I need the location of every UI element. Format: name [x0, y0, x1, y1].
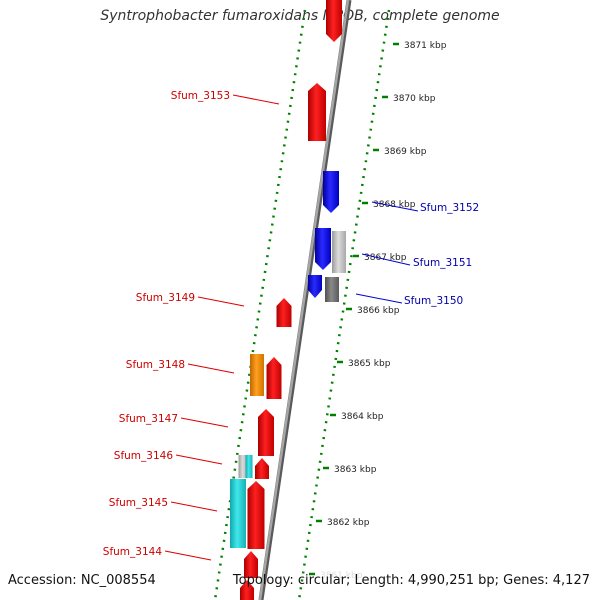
scale-tick-label: 3865 kbp — [348, 359, 391, 369]
gene-label-connector — [232, 94, 280, 105]
gene-label-connector — [164, 550, 212, 561]
scale-tick-label: 3864 kbp — [341, 412, 384, 422]
gene-label-connector — [187, 363, 235, 374]
gene-label-sfum-3150[interactable]: Sfum_3150 — [404, 295, 463, 307]
gene-label-sfum-3153[interactable]: Sfum_3153 — [171, 90, 230, 102]
scale-tick-label: 3861 kbp — [320, 571, 363, 581]
scale-tick-label: 3866 kbp — [357, 306, 400, 316]
gene-label-sfum-3146[interactable]: Sfum_3146 — [114, 450, 174, 462]
gene-arrow-sfum-3149[interactable] — [276, 298, 292, 327]
gene-arrow-sfum-3146[interactable] — [255, 458, 269, 479]
gene-label-sfum-3151[interactable]: Sfum_3151 — [413, 257, 472, 269]
gene-label-sfum-3152[interactable]: Sfum_3152 — [420, 202, 479, 214]
outer-dotted-track — [297, 9, 391, 600]
gene-arrow-top[interactable] — [326, 0, 342, 42]
gene-arrow-sfum-3147[interactable] — [258, 409, 274, 456]
scale-ticks: 3871 kbp 3870 kbp 3869 kbp 3868 kbp 3867 kbp… — [309, 41, 447, 581]
gene-label-connector — [197, 296, 245, 307]
feature-gray-sfum-3151[interactable] — [332, 231, 346, 273]
gene-label-connector — [361, 253, 411, 266]
gene-label-connector — [180, 417, 229, 428]
scale-tick-label: 3870 kbp — [393, 94, 436, 104]
gene-arrow-sfum-3150[interactable] — [308, 275, 322, 298]
scale-tick-label: 3862 kbp — [327, 518, 370, 528]
feature-orange-sfum-3148[interactable] — [250, 354, 264, 396]
scale-tick-label: 3871 kbp — [404, 41, 447, 51]
scale-tick-label: 3868 kbp — [373, 200, 416, 210]
feature-gray-sfum-3146[interactable] — [238, 455, 248, 478]
gene-label-sfum-3145[interactable]: Sfum_3145 — [109, 497, 168, 509]
gene-features — [230, 0, 346, 600]
gene-label-connectors — [164, 94, 419, 561]
map-title: Syntrophobacter fumaroxidans MPOB, compl… — [100, 8, 500, 24]
scale-tick-label: 3869 kbp — [384, 147, 427, 157]
gene-label-connector — [355, 293, 403, 304]
gene-labels: Sfum_3153 Sfum_3149 Sfum_3148 Sfum_3147 Sfum… — [103, 90, 479, 558]
gene-arrow-sfum-3152[interactable] — [323, 171, 339, 213]
feature-cyan-sfum-3145[interactable] — [230, 479, 246, 548]
gene-label-sfum-3144[interactable]: Sfum_3144 — [103, 546, 163, 558]
gene-label-connector — [170, 501, 218, 512]
gene-label-sfum-3147[interactable]: Sfum_3147 — [119, 413, 178, 425]
scale-tick-label: 3867 kbp — [364, 253, 407, 263]
gene-arrow-sfum-3148[interactable] — [266, 357, 282, 399]
gene-arrow-sfum-3151[interactable] — [315, 228, 331, 270]
feature-darkgray-sfum-3150[interactable] — [325, 277, 339, 302]
gene-arrow-bottom[interactable] — [240, 580, 254, 600]
gene-arrow-sfum-3144[interactable] — [244, 551, 258, 578]
topology-text: Topology: circular; Length: 4,990,251 bp… — [232, 573, 590, 588]
accession-text: Accession: NC_008554 — [8, 573, 156, 588]
feature-cyan-sfum-3146[interactable] — [245, 455, 253, 478]
gene-label-sfum-3148[interactable]: Sfum_3148 — [126, 359, 185, 371]
gene-label-sfum-3149[interactable]: Sfum_3149 — [136, 292, 195, 304]
gene-label-connector — [175, 454, 223, 465]
gene-label-connector — [371, 201, 419, 212]
scale-tick-label: 3863 kbp — [334, 465, 377, 475]
genome-backbone — [258, 0, 350, 600]
gene-arrow-sfum-3153[interactable] — [308, 83, 326, 141]
gene-arrow-sfum-3145[interactable] — [247, 481, 265, 549]
